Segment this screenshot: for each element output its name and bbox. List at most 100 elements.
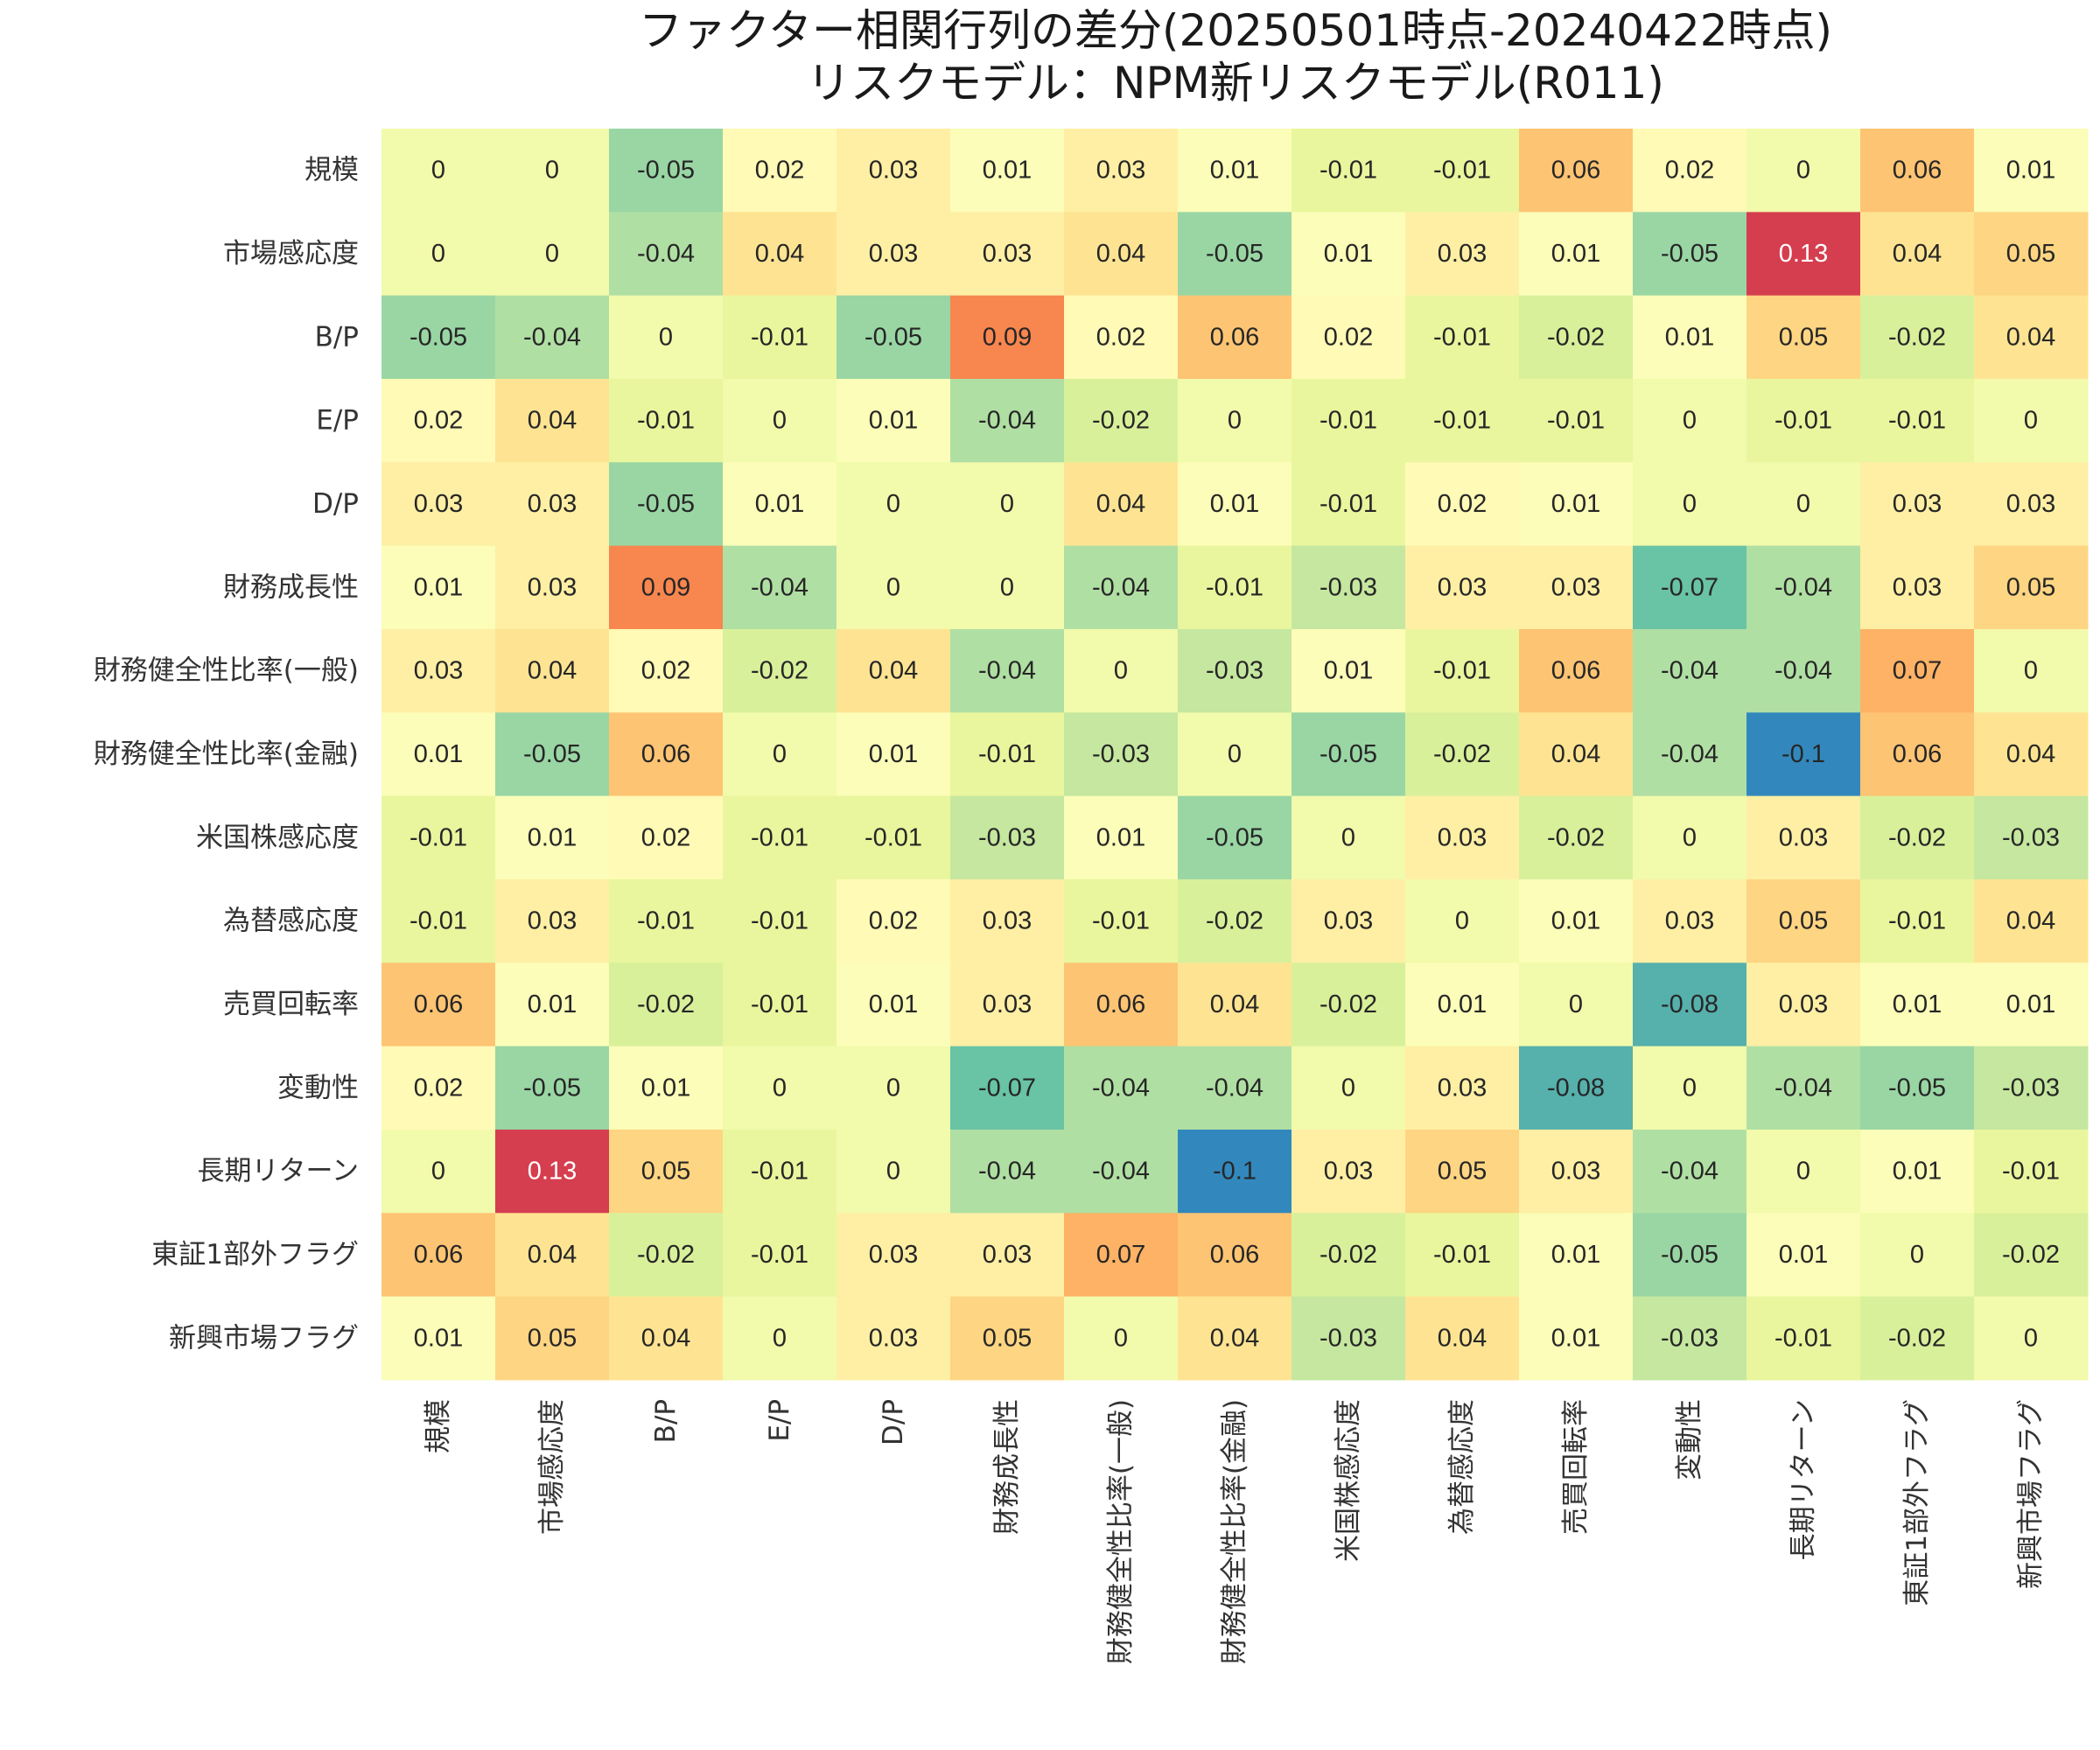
heatmap-cell — [1633, 1046, 1747, 1130]
heatmap-cell — [495, 462, 610, 547]
heatmap-cell — [1064, 1129, 1179, 1214]
heatmap-cell — [1405, 462, 1520, 547]
cell-value-label: 0.06 — [1210, 323, 1259, 351]
cell-value-label: 0 — [1000, 573, 1014, 601]
cell-value-label: 0.04 — [755, 240, 804, 268]
heatmap-cell — [1405, 1129, 1520, 1214]
cell-value-label: 0.06 — [1096, 990, 1145, 1018]
heatmap-cell — [1519, 878, 1634, 963]
heatmap-cell — [723, 129, 837, 213]
heatmap-cell — [1746, 1046, 1861, 1130]
cell-value-label: -0.05 — [1661, 240, 1718, 268]
heatmap-cell — [950, 878, 1065, 963]
cell-value-label: -0.04 — [978, 407, 1036, 435]
heatmap-cell — [723, 462, 837, 547]
cell-value-label: 0.05 — [983, 1324, 1032, 1352]
heatmap-cell — [950, 628, 1065, 713]
heatmap-cell — [723, 795, 837, 880]
cell-value-label: 0.02 — [755, 157, 804, 185]
cell-value-label: 0 — [1114, 1324, 1128, 1352]
cell-value-label: 0 — [1683, 823, 1697, 851]
heatmap-cell — [950, 295, 1065, 380]
cell-value-label: 0.04 — [2006, 907, 2055, 935]
cell-value-label: -0.04 — [1092, 573, 1150, 601]
cell-value-label: -0.02 — [1888, 1324, 1946, 1352]
heatmap-cell — [1746, 628, 1861, 713]
cell-value-label: 0.06 — [641, 740, 690, 768]
cell-value-label: -0.04 — [1092, 1158, 1150, 1186]
heatmap-cell — [1746, 795, 1861, 880]
cell-value-label: -0.01 — [1774, 407, 1832, 435]
heatmap-cell — [1292, 878, 1406, 963]
cell-value-label: 0.03 — [869, 157, 918, 185]
heatmap-cell — [950, 1046, 1065, 1130]
heatmap-cell — [382, 212, 496, 297]
heatmap-cell — [1405, 712, 1520, 797]
heatmap-cell — [609, 1213, 724, 1298]
heatmap-cell — [1860, 962, 1975, 1047]
heatmap-cell — [1633, 628, 1747, 713]
cell-value-label: 0.03 — [983, 990, 1032, 1018]
cell-value-label: 0 — [1228, 407, 1242, 435]
heatmap-cell — [950, 129, 1065, 213]
cell-value-label: 0.06 — [1893, 740, 1942, 768]
heatmap-cell — [723, 962, 837, 1047]
cell-value-label: 0.13 — [1779, 240, 1828, 268]
cell-value-label: 0.09 — [641, 573, 690, 601]
heatmap-cell — [1519, 1046, 1634, 1130]
cell-value-label: -0.01 — [751, 823, 808, 851]
heatmap-cell — [1633, 878, 1747, 963]
heatmap-cell — [1292, 795, 1406, 880]
heatmap-cell — [382, 962, 496, 1047]
heatmap-cell — [1178, 1046, 1292, 1130]
heatmap-cell — [1405, 878, 1520, 963]
heatmap-cell — [1633, 1129, 1747, 1214]
heatmap-cell — [382, 462, 496, 547]
cell-value-label: -0.02 — [1433, 740, 1491, 768]
cell-value-label: -0.03 — [2002, 823, 2060, 851]
heatmap-cell — [836, 212, 951, 297]
cell-value-label: 0.03 — [869, 1241, 918, 1269]
heatmap-cell — [1974, 795, 2089, 880]
heatmap-cell — [1519, 962, 1634, 1047]
cell-value-label: 0 — [1796, 490, 1810, 518]
cell-value-label: 0.04 — [2006, 323, 2055, 351]
cell-value-label: 0 — [1455, 907, 1469, 935]
cell-value-label: -0.01 — [1320, 157, 1377, 185]
cell-value-label: -0.01 — [751, 1241, 808, 1269]
heatmap-cell — [609, 628, 724, 713]
heatmap-cell — [1292, 1046, 1406, 1130]
cell-value-label: 0 — [1910, 1241, 1924, 1269]
heatmap-cell — [1746, 962, 1861, 1047]
row-tick-label: 規模 — [304, 155, 359, 186]
heatmap-cell — [1178, 1213, 1292, 1298]
heatmap-cell — [495, 545, 610, 630]
heatmap-cell — [1292, 1129, 1406, 1214]
cell-value-label: 0.01 — [1893, 1158, 1942, 1186]
cell-value-label: 0.05 — [1438, 1158, 1487, 1186]
heatmap-cell — [1178, 712, 1292, 797]
heatmap-cell — [382, 628, 496, 713]
cell-value-label: 0.03 — [1438, 823, 1487, 851]
row-tick-label: 新興市場フラグ — [169, 1322, 359, 1354]
heatmap-cell — [609, 212, 724, 297]
cell-value-label: 0.04 — [1438, 1324, 1487, 1352]
heatmap-cell — [1860, 378, 1975, 463]
heatmap-cell — [1519, 295, 1634, 380]
heatmap-cell — [1633, 129, 1747, 213]
cell-value-label: 0.06 — [1551, 157, 1600, 185]
cell-value-label: -0.05 — [1206, 240, 1264, 268]
cell-value-label: 0 — [1341, 1074, 1355, 1102]
cell-value-label: 0 — [1683, 1074, 1697, 1102]
cell-value-label: 0.01 — [641, 1074, 690, 1102]
cell-value-label: 0 — [1114, 657, 1128, 685]
heatmap-cell — [495, 378, 610, 463]
cell-value-label: -0.01 — [637, 407, 695, 435]
heatmap-cell — [836, 545, 951, 630]
cell-value-label: 0.07 — [1096, 1241, 1145, 1269]
cell-value-label: -0.1 — [1782, 740, 1825, 768]
heatmap-cell — [1292, 295, 1406, 380]
cell-value-label: 0.01 — [2006, 157, 2055, 185]
heatmap-cell — [1519, 212, 1634, 297]
cell-value-label: 0.01 — [1551, 1324, 1600, 1352]
